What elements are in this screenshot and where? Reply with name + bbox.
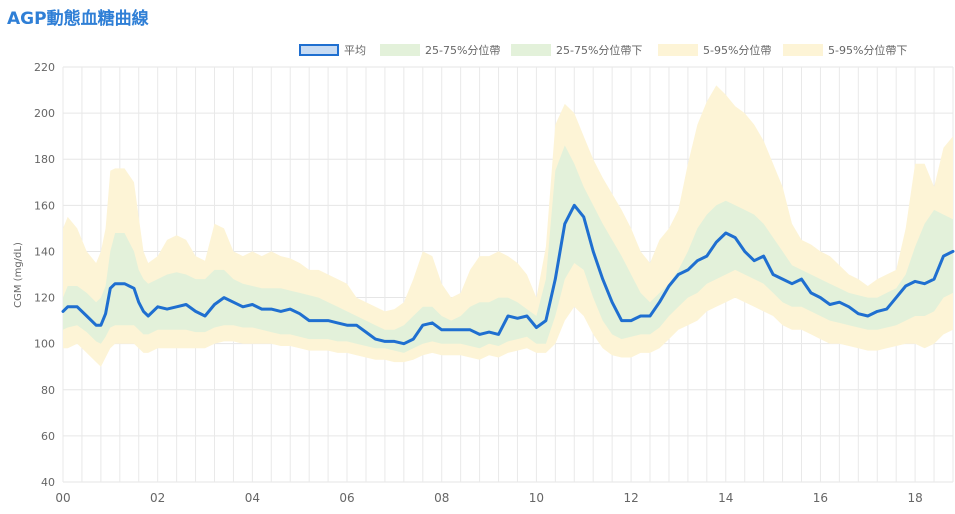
- y-tick-label: 160: [34, 199, 55, 212]
- legend-swatch-mean: [299, 44, 339, 56]
- legend-swatch-iqr-upper: [380, 44, 420, 56]
- legend-swatch-p5-95-lower: [783, 44, 823, 56]
- y-tick-label: 220: [34, 61, 55, 74]
- band-25-75: [63, 145, 953, 353]
- y-tick-label: 40: [41, 476, 55, 489]
- chart-legend: 平均 25-75%分位帶 25-75%分位帶下 5-95%分位帶 5-95%分位…: [0, 42, 955, 60]
- legend-item-iqr-upper[interactable]: 25-75%分位帶: [380, 42, 500, 58]
- percentile-bands: [63, 85, 953, 367]
- series-lines: [61, 203, 955, 346]
- x-tick-label: 04: [245, 491, 260, 505]
- legend-item-p5-95-upper[interactable]: 5-95%分位帶: [658, 42, 771, 58]
- series-line-mean: [61, 203, 955, 346]
- x-tick-label: 12: [623, 491, 638, 505]
- x-tick-label: 02: [150, 491, 165, 505]
- y-tick-label: 60: [41, 430, 55, 443]
- y-tick-label: 80: [41, 384, 55, 397]
- page-title: AGP動態血糖曲線: [7, 9, 149, 29]
- legend-swatch-iqr-lower: [511, 44, 551, 56]
- x-tick-label: 18: [907, 491, 922, 505]
- y-axis-ticks: 40 60 80 100 120 140 160 180 200 220: [34, 61, 55, 489]
- y-tick-label: 140: [34, 245, 55, 258]
- legend-label-mean: 平均: [344, 44, 366, 57]
- y-axis-title: CGM (mg/dL): [13, 242, 24, 308]
- x-tick-label: 10: [529, 491, 544, 505]
- legend-label-p5-95-upper: 5-95%分位帶: [703, 44, 772, 57]
- x-tick-label: 08: [434, 491, 449, 505]
- legend-swatch-p5-95-upper: [658, 44, 698, 56]
- y-tick-label: 200: [34, 107, 55, 120]
- legend-item-p5-95-lower[interactable]: 5-95%分位帶下: [783, 42, 907, 58]
- y-tick-label: 100: [34, 338, 55, 351]
- x-axis-ticks: 00 02 04 06 08 10 12 14 16 18: [55, 491, 922, 505]
- x-tick-label: 16: [813, 491, 828, 505]
- y-tick-label: 180: [34, 153, 55, 166]
- x-tick-label: 14: [718, 491, 733, 505]
- legend-label-iqr-upper: 25-75%分位帶: [425, 44, 501, 57]
- x-tick-label: 00: [55, 491, 70, 505]
- x-tick-label: 06: [339, 491, 354, 505]
- legend-item-mean[interactable]: 平均: [299, 42, 366, 58]
- y-tick-label: 120: [34, 292, 55, 305]
- legend-item-iqr-lower[interactable]: 25-75%分位帶下: [511, 42, 642, 58]
- legend-label-p5-95-lower: 5-95%分位帶下: [828, 44, 908, 57]
- legend-label-iqr-lower: 25-75%分位帶下: [556, 44, 643, 57]
